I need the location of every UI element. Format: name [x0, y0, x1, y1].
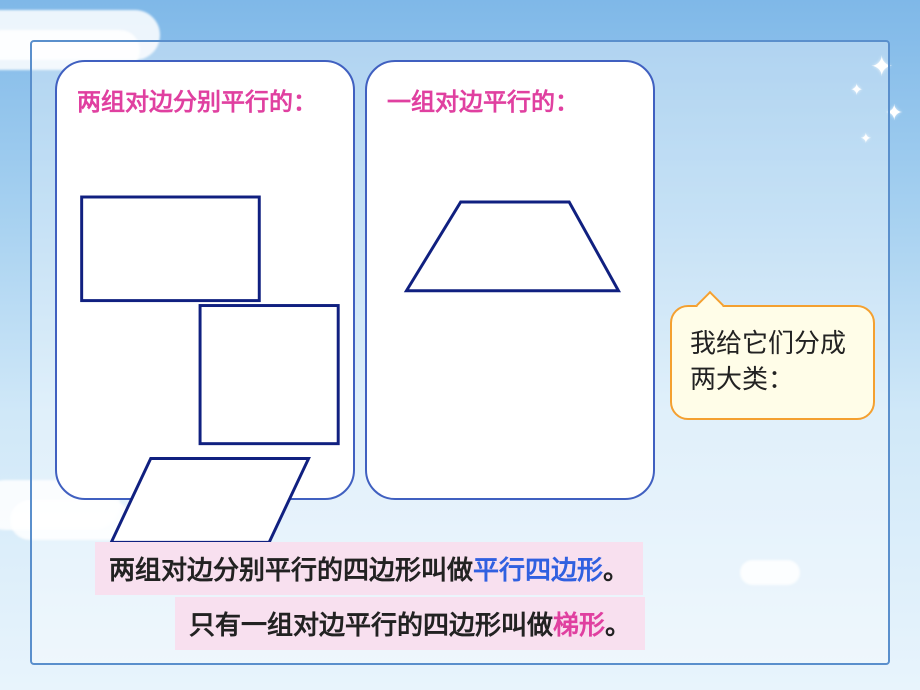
- shape-square: [200, 306, 338, 444]
- def2-prefix: 只有一组对边平行的四边形叫做: [189, 610, 553, 640]
- speech-bubble: 我给它们分成两大类：: [670, 305, 875, 420]
- def2-highlight: 梯形: [553, 610, 605, 640]
- def1-suffix: 。: [603, 555, 629, 585]
- def1-highlight: 平行四边形: [473, 555, 603, 585]
- panel-right-title: 一组对边平行的：: [367, 62, 653, 127]
- def1-prefix: 两组对边分别平行的四边形叫做: [109, 555, 473, 585]
- shape-rectangle: [82, 197, 260, 301]
- shape-parallelogram: [111, 458, 308, 542]
- speech-bubble-text: 我给它们分成两大类：: [690, 328, 846, 394]
- definition-trapezoid: 只有一组对边平行的四边形叫做梯形。: [175, 597, 645, 650]
- panel-left-title: 两组对边分别平行的：: [57, 62, 353, 127]
- definition-parallelogram: 两组对边分别平行的四边形叫做平行四边形。: [95, 542, 643, 595]
- shape-trapezoid: [406, 202, 618, 291]
- shapes-left: [57, 127, 353, 563]
- panel-parallel-both: 两组对边分别平行的：: [55, 60, 355, 500]
- panel-parallel-one: 一组对边平行的：: [365, 60, 655, 500]
- shapes-right: [367, 127, 653, 563]
- def2-suffix: 。: [605, 610, 631, 640]
